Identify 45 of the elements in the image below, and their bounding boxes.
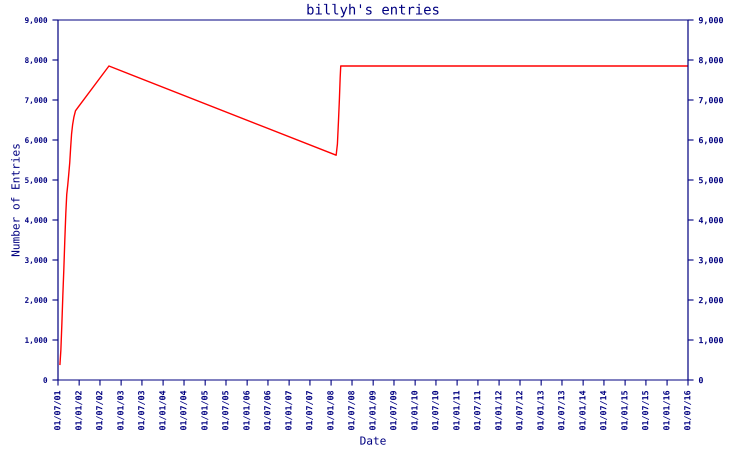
y2-tick-label: 3,000 (698, 256, 723, 264)
x-tick-label: 01/01/15 (621, 390, 628, 430)
x-tick-label: 01/07/04 (180, 390, 188, 430)
y2-tick-label: 8,000 (698, 56, 723, 64)
x-tick-label: 01/01/10 (411, 390, 418, 430)
x-tick-label: 01/07/02 (96, 391, 104, 430)
x-tick-label: 01/01/05 (201, 390, 208, 430)
x-tick-label: 01/07/08 (348, 390, 356, 430)
x-tick-label: 01/01/08 (327, 390, 334, 430)
x-tick-label: 01/01/11 (453, 390, 460, 430)
x-tick-label: 01/01/16 (663, 390, 670, 430)
x-tick-label: 01/07/14 (600, 390, 608, 430)
y2-tick-label: 7,000 (698, 96, 723, 104)
chart-title: billyh's entries (307, 4, 439, 18)
x-tick-label: 01/07/07 (306, 391, 314, 430)
y2-tick-label: 4,000 (698, 216, 723, 224)
x-tick-label: 01/07/01 (54, 390, 62, 430)
x-tick-label: 01/07/06 (264, 390, 272, 430)
y-axis-title: Number of Entries (11, 144, 20, 256)
y2-tick-label: 2,000 (698, 296, 723, 304)
x-tick-label: 01/01/14 (579, 390, 586, 430)
x-tick-label: 01/01/04 (159, 390, 166, 430)
x-tick-label: 01/07/03 (138, 390, 146, 430)
x-tick-label: 01/07/16 (684, 390, 692, 430)
y2-tick-label: 5,000 (699, 176, 723, 184)
x-tick-label: 01/01/06 (243, 390, 250, 430)
x-tick-label: 01/01/02 (75, 391, 82, 430)
y2-tick-label: 6,000 (698, 136, 723, 144)
x-tick-label: 01/07/15 (642, 390, 649, 430)
x-tick-label: 01/07/10 (432, 390, 440, 430)
x-tick-label: 01/07/13 (558, 390, 566, 430)
y2-tick-label: 0 (698, 376, 703, 384)
x-tick-label: 01/07/11 (474, 390, 481, 430)
x-tick-label: 01/01/03 (117, 390, 124, 430)
y2-tick-label: 9,000 (698, 16, 723, 24)
y2-tick-label: 1,000 (699, 336, 723, 344)
x-tick-label: 01/01/09 (369, 390, 376, 430)
x-tick-label: 01/01/12 (495, 391, 502, 430)
x-tick-label: 01/07/12 (516, 391, 524, 430)
line-series (59, 65, 688, 366)
x-tick-label: 01/01/07 (285, 391, 292, 430)
x-tick-label: 01/07/05 (222, 390, 230, 430)
x-tick-label: 01/07/09 (390, 390, 398, 430)
x-axis-title: Date (360, 436, 386, 445)
x-tick-label: 01/01/13 (537, 390, 544, 430)
